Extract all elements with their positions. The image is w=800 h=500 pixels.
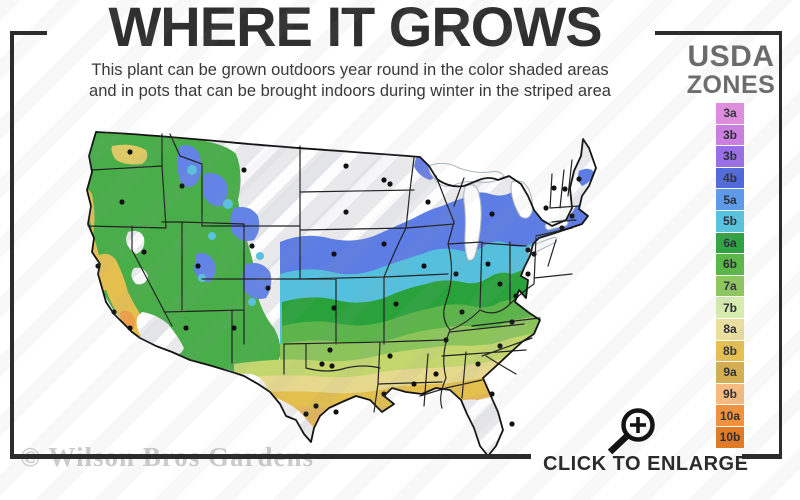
frame-bottom-left-segment	[10, 454, 531, 459]
us-map-svg[interactable]	[84, 116, 604, 464]
legend-zone-chip: 6a	[716, 232, 744, 254]
subtitle-line-2: and in pots that can be brought indoors …	[89, 81, 611, 100]
great-lakes	[428, 162, 569, 261]
usda-zone-map[interactable]	[84, 116, 604, 464]
state-borders	[87, 133, 580, 413]
frame-bottom-right-segment	[742, 454, 782, 459]
magnifier-plus-icon[interactable]	[598, 400, 662, 458]
legend-zone-chip: 9a	[716, 362, 744, 383]
legend-zone-chip: 5a	[716, 189, 744, 210]
frame-top-left-segment	[10, 31, 47, 35]
legend-zone-chip: 8a	[716, 318, 744, 340]
usda-zone-color-scale: 3a 3b 3b 4b 5a 5b 6a 6b 7a 7b 8a 8b 9a 9b 10a 10b	[716, 103, 744, 448]
frame-top-right-segment	[655, 31, 782, 35]
subtitle-line-1: This plant can be grown outdoors year ro…	[91, 61, 609, 79]
frame-left-border	[10, 31, 14, 459]
legend-zone-chip: 6b	[716, 254, 744, 275]
frame-right-border	[778, 31, 782, 459]
page-title: WHERE IT GROWS	[108, 0, 602, 58]
legend-zone-chip: 3b	[716, 124, 744, 146]
page-subtitle: This plant can be grown outdoors year ro…	[38, 60, 662, 101]
legend-title-zones: ZONES	[686, 71, 776, 99]
legend-title-usda: USDA	[687, 40, 775, 73]
legend-zone-chip: 10a	[716, 405, 744, 426]
legend-zone-chip: 7a	[716, 275, 744, 297]
legend-zone-chip: 5b	[716, 210, 744, 232]
legend-zone-chip: 10b	[716, 426, 744, 448]
legend-zone-chip: 9b	[716, 383, 744, 405]
legend-zone-chip: 8b	[716, 340, 744, 362]
click-to-enlarge-label[interactable]: CLICK TO ENLARGE	[543, 453, 749, 475]
legend-zone-chip: 3b	[716, 146, 744, 167]
us-outline	[86, 131, 597, 457]
legend-zone-chip: 4b	[716, 167, 744, 189]
legend-zone-chip: 3a	[716, 103, 744, 124]
city-dots	[95, 149, 582, 427]
legend-zone-chip: 7b	[716, 297, 744, 318]
usda-zones-legend-title: USDA ZONES	[686, 40, 776, 99]
